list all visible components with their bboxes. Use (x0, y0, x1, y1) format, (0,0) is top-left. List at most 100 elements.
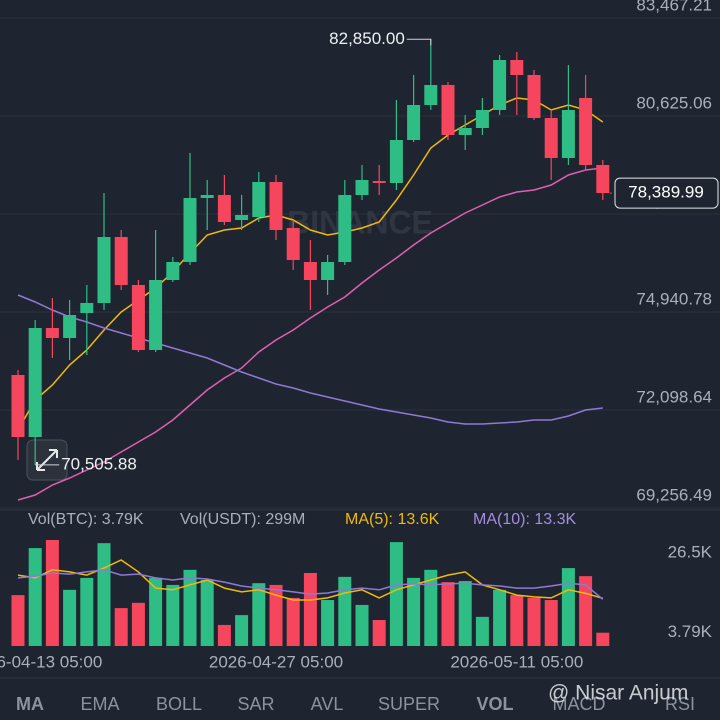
legend-label: Vol(BTC): 3.79K (28, 511, 144, 528)
candle-body (183, 198, 197, 262)
volume-bar (217, 624, 231, 646)
volume-bar (510, 595, 524, 646)
y-tick-label: 69,256.49 (636, 486, 712, 505)
volume-bar (321, 600, 335, 646)
candle-body (11, 375, 25, 437)
legend-label: MA(5): 13.6K (345, 511, 440, 528)
indicator-tab[interactable]: AVL (311, 694, 344, 714)
candle-body (63, 315, 77, 338)
volume-bar (338, 576, 352, 646)
candle-body (303, 262, 317, 280)
volume-bar (458, 581, 472, 646)
candle-body (286, 228, 300, 260)
volume-bar (183, 569, 197, 646)
indicator-tab[interactable]: BOLL (156, 694, 202, 714)
candle-body (321, 262, 335, 280)
volume-bar (527, 597, 541, 646)
x-tick-label: 2026-05-11 05:00 (450, 652, 583, 671)
annotation-line (406, 38, 432, 46)
candle-body (596, 165, 610, 194)
candle-body (217, 195, 231, 222)
volume-bar (407, 577, 421, 646)
candle-body (149, 280, 163, 350)
candle-body (527, 75, 541, 118)
candle-body (424, 85, 438, 105)
candle-body (372, 181, 386, 183)
volume-bar (252, 583, 266, 646)
candle-body (338, 195, 352, 262)
indicator-tab[interactable]: SUPER (378, 694, 440, 714)
y-tick-label: 83,467.21 (636, 0, 712, 14)
volume-bar (131, 602, 145, 646)
volume-bar (493, 589, 507, 646)
volume-bar (200, 580, 214, 646)
volume-bar (166, 584, 180, 646)
legend-label: Vol(USDT): 299M (180, 511, 305, 528)
annotation-label: 70,505.88 (61, 454, 137, 473)
indicator-tab[interactable]: RSI (665, 694, 695, 714)
candle-body (114, 237, 128, 285)
volume-bar (149, 577, 163, 646)
volume-bar (114, 608, 128, 646)
expand-icon[interactable] (36, 449, 58, 471)
volume-bar (579, 576, 593, 646)
volume-bar (475, 616, 489, 646)
indicator-tab[interactable]: VOL (476, 694, 513, 714)
credit-watermark: @ Nisar Anjum (548, 682, 688, 705)
candle-body (131, 285, 145, 350)
volume-bar (269, 584, 283, 646)
volume-bar (544, 600, 558, 646)
candle-body (441, 85, 455, 135)
volume-bar (372, 620, 386, 646)
volume-bar (441, 582, 455, 646)
candle-body (355, 180, 369, 195)
indicator-tab[interactable]: SAR (237, 694, 274, 714)
current-price-label: 78,389.99 (628, 183, 704, 202)
volume-bar (355, 604, 369, 646)
annotation-label: 82,850.00 (329, 29, 405, 48)
candle-body (80, 303, 94, 313)
candle-body (493, 60, 507, 110)
volume-bar (80, 577, 94, 646)
candle-body (544, 118, 558, 158)
candle-body (475, 110, 489, 128)
candle-body (252, 182, 266, 217)
volume-bar (561, 568, 575, 646)
y-tick-label: 3.79K (668, 622, 713, 641)
candle-body (269, 182, 283, 230)
y-tick-label: 72,098.64 (636, 387, 712, 406)
current-price-box (614, 177, 719, 209)
candle-body (235, 215, 249, 220)
candle-body (458, 128, 472, 135)
y-tick-label: 26.5K (668, 542, 713, 561)
volume-bar (235, 615, 249, 646)
indicator-tab[interactable]: MA (16, 694, 44, 714)
candle-body (579, 98, 593, 165)
y-tick-label: 80,625.06 (636, 93, 712, 112)
candle-body (510, 60, 524, 75)
candle-body (389, 140, 403, 183)
candle-body (28, 328, 42, 437)
indicator-tab[interactable]: EMA (80, 694, 119, 714)
volume-bar (286, 597, 300, 646)
candle-body (97, 237, 111, 303)
volume-bar (11, 595, 25, 646)
indicator-tab[interactable]: MACD (553, 694, 606, 714)
volume-bar (424, 569, 438, 646)
y-tick-label: 74,940.78 (636, 289, 712, 308)
legend-label: MA(10): 13.3K (473, 511, 576, 528)
volume-bar (63, 589, 77, 646)
candle-body (200, 195, 214, 198)
x-tick-label: 2026-04-13 05:00 (0, 652, 102, 671)
volume-ma-line (17, 569, 604, 600)
candle-body (45, 328, 59, 338)
expand-button[interactable] (26, 439, 68, 481)
volume-ma-line (17, 559, 604, 601)
volume-bar (389, 542, 403, 646)
ma-line (17, 167, 603, 501)
volume-bar (596, 632, 610, 646)
volume-bar (97, 543, 111, 646)
volume-bar (45, 540, 59, 646)
